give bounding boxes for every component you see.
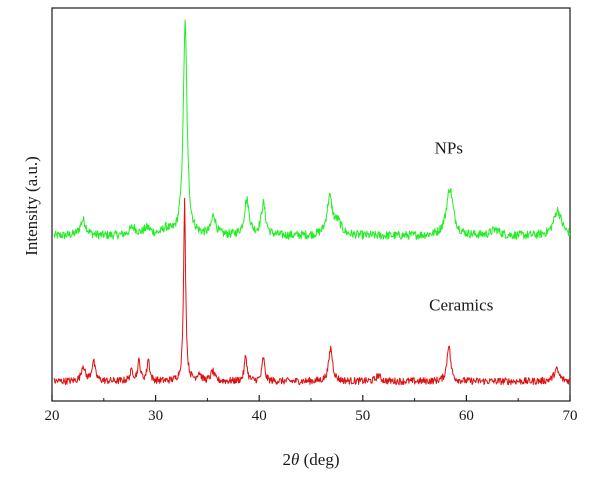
x-axis-title-suffix: (deg) [299,450,339,469]
series-layer [53,19,571,386]
x-tick-label: 20 [45,408,60,424]
x-tick-label: 30 [148,408,163,424]
series-line-ceramics [53,197,571,386]
series-line-nps [53,19,571,240]
x-axis-title-prefix: 2 [283,450,292,469]
x-tick-label: 60 [459,408,474,424]
series-label-nps: NPs [435,138,463,157]
y-axis-title: Intensity (a.u.) [22,156,41,256]
series-label-ceramics: Ceramics [429,296,493,315]
x-tick-label: 50 [355,408,370,424]
x-axis-title-symbol: θ [291,450,299,469]
x-axis-ticks: 20 30 40 50 60 70 [45,395,578,424]
plot-frame [51,7,571,402]
x-tick-label: 40 [252,408,267,424]
x-axis-title: 2θ (deg) [283,450,340,469]
plot-border [51,7,571,402]
series-labels: NPs Ceramics [429,138,493,314]
x-tick-label: 70 [563,408,578,424]
